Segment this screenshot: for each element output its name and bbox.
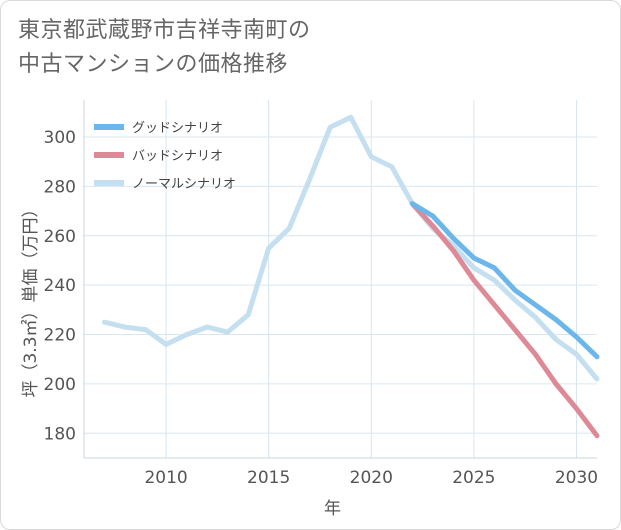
chart-title: 東京都武蔵野市吉祥寺南町の 中古マンションの価格推移 bbox=[18, 14, 458, 82]
series-line-2 bbox=[102, 114, 600, 382]
x-tick-label: 2020 bbox=[350, 468, 393, 488]
chart-title-line2: 中古マンションの価格推移 bbox=[18, 52, 289, 77]
legend-label-0: グッドシナリオ bbox=[132, 121, 223, 136]
y-tick-label: 200 bbox=[44, 375, 76, 395]
grid-lines bbox=[84, 100, 597, 458]
y-tick-label: 180 bbox=[44, 424, 76, 444]
series-line-0 bbox=[409, 201, 600, 360]
x-axis-title: 年 bbox=[324, 499, 341, 519]
x-tick-label: 2010 bbox=[144, 468, 187, 488]
y-tick-label: 220 bbox=[44, 326, 76, 346]
x-tick-label: 2025 bbox=[452, 468, 495, 488]
y-tick-label: 300 bbox=[44, 128, 76, 148]
y-tick-label: 260 bbox=[44, 227, 76, 247]
legend-label-2: ノーマルシナリオ bbox=[132, 177, 236, 192]
y-tick-label: 240 bbox=[44, 276, 76, 296]
y-axis-title: 坪（3.3㎡）単価（万円） bbox=[21, 200, 41, 397]
legend-label-1: バッドシナリオ bbox=[132, 149, 223, 164]
axes bbox=[83, 100, 597, 459]
x-tick-label: 2015 bbox=[247, 468, 290, 488]
series-line-1 bbox=[409, 201, 600, 439]
y-tick-label: 280 bbox=[44, 177, 76, 197]
chart-title-line1: 東京都武蔵野市吉祥寺南町の bbox=[18, 18, 311, 43]
tick-labels: 180 200 220 240 260 280 300 2010 2015 2020 2025 203… bbox=[21, 128, 598, 519]
x-tick-label: 2030 bbox=[555, 468, 598, 488]
series-lines bbox=[102, 114, 600, 439]
